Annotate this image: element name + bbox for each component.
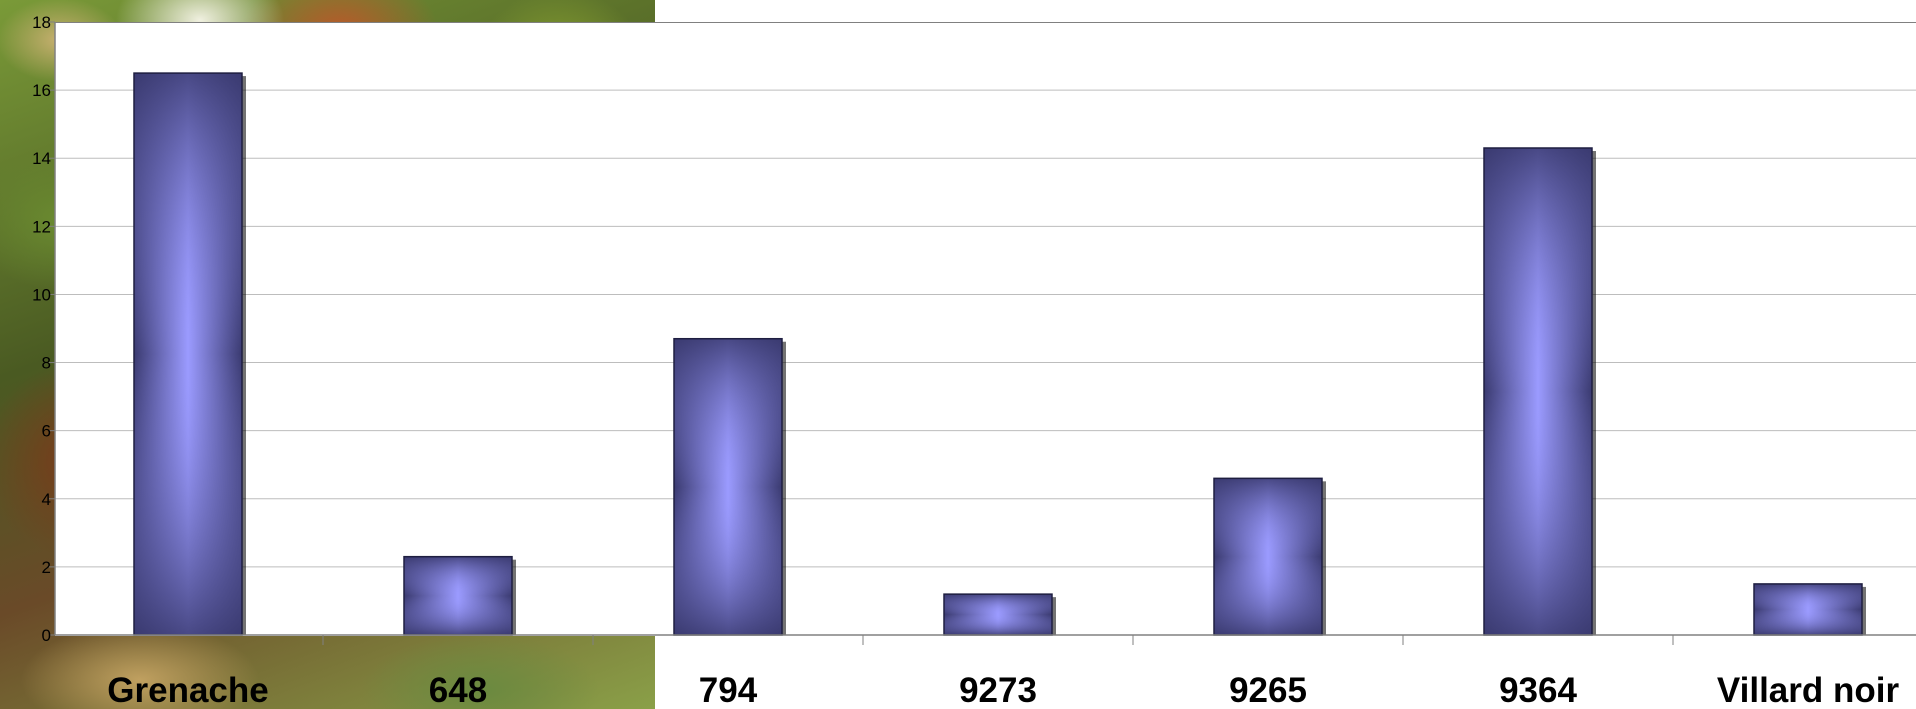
x-tick-label: 794 — [699, 671, 758, 709]
bar-outline — [1483, 147, 1593, 636]
bar-outline — [1213, 477, 1323, 636]
y-tick-label: 18 — [32, 13, 51, 32]
bar-outline — [403, 555, 513, 636]
gridlines — [55, 89, 1916, 568]
bar-648 — [403, 555, 516, 636]
x-tick-labels: Grenache 648 794 9273 9265 9364 Villard noir — [107, 671, 1899, 709]
y-tick-label: 16 — [32, 81, 51, 100]
bar-villard-noir — [1753, 583, 1866, 636]
y-tick-label: 2 — [42, 558, 51, 577]
bar-outline — [133, 72, 243, 636]
axes — [49, 21, 1916, 645]
x-tick-label: Grenache — [107, 671, 268, 709]
plot-area — [55, 22, 1916, 636]
x-tick-label: 9273 — [959, 671, 1037, 709]
x-tick-label: Villard noir — [1717, 671, 1900, 709]
y-tick-label: 0 — [42, 626, 51, 645]
y-tick-label: 6 — [42, 422, 51, 441]
bar-outline — [673, 337, 783, 636]
bar-grenache — [133, 72, 246, 636]
bar-794 — [673, 337, 786, 636]
y-tick-label: 10 — [32, 285, 51, 304]
x-tick-label: 648 — [429, 671, 487, 709]
bar-9265 — [1213, 477, 1326, 636]
y-tick-label: 8 — [42, 354, 51, 373]
bars — [133, 72, 1866, 636]
y-tick-label: 4 — [42, 490, 51, 509]
bar-outline — [943, 593, 1053, 636]
x-tick-label: 9265 — [1229, 671, 1307, 709]
y-tick-label: 14 — [32, 149, 51, 168]
bar-outline — [1753, 583, 1863, 636]
x-tick-label: 9364 — [1499, 671, 1577, 709]
bar-9364 — [1483, 147, 1596, 636]
y-tick-label: 12 — [32, 217, 51, 236]
bar-9273 — [943, 593, 1056, 636]
y-tick-labels: 0 2 4 6 8 10 12 14 16 18 — [32, 13, 51, 645]
